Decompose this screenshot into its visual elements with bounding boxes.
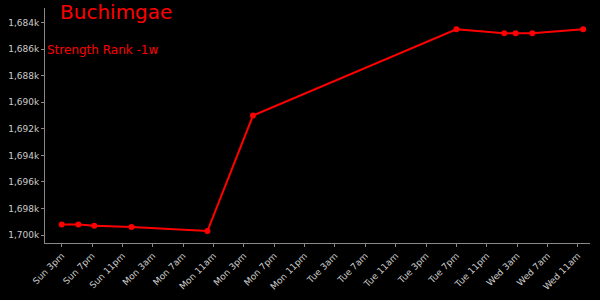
svg-text:1,684k: 1,684k	[8, 18, 40, 28]
svg-text:Wed 7am: Wed 7am	[515, 251, 552, 288]
svg-text:Mon 7am: Mon 7am	[151, 251, 188, 288]
svg-text:Mon 11pm: Mon 11pm	[268, 251, 309, 292]
svg-text:Buchimgae: Buchimgae	[60, 0, 172, 24]
svg-text:Strength Rank -1w: Strength Rank -1w	[47, 43, 158, 57]
svg-text:1,686k: 1,686k	[8, 44, 40, 54]
svg-text:Mon 3pm: Mon 3pm	[212, 251, 249, 288]
svg-text:Tue 3am: Tue 3am	[305, 251, 340, 286]
svg-text:1,692k: 1,692k	[8, 124, 40, 134]
svg-text:1,696k: 1,696k	[8, 177, 40, 187]
svg-text:Wed 11am: Wed 11am	[541, 251, 582, 292]
svg-text:Tue 3pm: Tue 3pm	[396, 251, 431, 286]
svg-text:Mon 11am: Mon 11am	[177, 251, 218, 292]
svg-text:1,700k: 1,700k	[8, 230, 40, 240]
svg-text:1,688k: 1,688k	[8, 71, 40, 81]
svg-text:Mon 3am: Mon 3am	[121, 251, 158, 288]
svg-text:Tue 7pm: Tue 7pm	[426, 251, 461, 286]
svg-text:Mon 7pm: Mon 7pm	[242, 251, 279, 288]
svg-text:Wed 3am: Wed 3am	[485, 251, 522, 288]
svg-text:Sun 11pm: Sun 11pm	[87, 251, 127, 291]
svg-text:1,694k: 1,694k	[8, 151, 40, 161]
svg-text:1,698k: 1,698k	[8, 204, 40, 214]
svg-text:Tue 11am: Tue 11am	[361, 251, 400, 290]
svg-text:Sun 7pm: Sun 7pm	[61, 251, 96, 286]
svg-text:Tue 7am: Tue 7am	[335, 251, 370, 286]
svg-text:Sun 3pm: Sun 3pm	[31, 251, 66, 286]
svg-text:1,690k: 1,690k	[8, 97, 40, 107]
svg-text:Tue 11pm: Tue 11pm	[452, 251, 491, 290]
